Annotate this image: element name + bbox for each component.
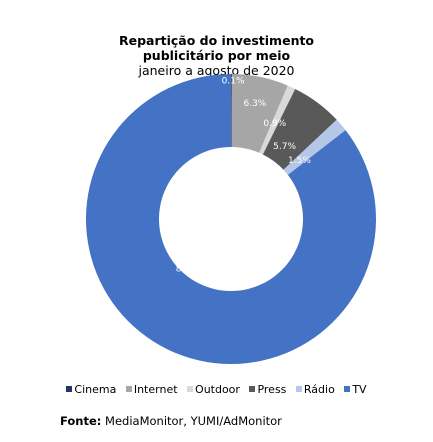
legend-item-press: Press bbox=[249, 383, 286, 396]
legend-swatch-outdoor bbox=[187, 386, 194, 392]
legend-swatch-cinema bbox=[66, 386, 73, 392]
legend-label-radio: Rádio bbox=[303, 383, 335, 396]
legend-item-tv: TV bbox=[344, 383, 367, 396]
slice-internet bbox=[231, 74, 288, 153]
slice-cinema bbox=[231, 73, 232, 147]
source-label: Fonte: bbox=[60, 414, 102, 428]
legend-label-press: Press bbox=[257, 383, 287, 396]
legend-item-outdoor: Outdoor bbox=[187, 383, 240, 396]
chart-legend: Cinema Internet Outdoor Press Rádio TV bbox=[0, 383, 433, 396]
slice-radio bbox=[283, 119, 346, 175]
data-label-radio: 1.5% bbox=[288, 156, 311, 166]
data-label-internet: 6.3% bbox=[243, 99, 266, 109]
legend-item-cinema: Cinema bbox=[66, 383, 116, 396]
legend-label-outdoor: Outdoor bbox=[195, 383, 240, 396]
chart-title-line-1: Repartição do investimento bbox=[118, 33, 315, 48]
data-label-cinema: 0.1% bbox=[222, 77, 245, 87]
legend-label-cinema: Cinema bbox=[74, 383, 117, 396]
legend-item-internet: Internet bbox=[125, 383, 178, 396]
legend-swatch-internet bbox=[125, 386, 132, 392]
legend-swatch-radio bbox=[295, 386, 302, 392]
chart-title-line-2: publicitário por meio bbox=[142, 48, 291, 63]
data-label-press: 5.7% bbox=[273, 142, 296, 152]
source-text: MediaMonitor, YUMI/AdMonitor bbox=[105, 414, 282, 428]
legend-item-radio: Rádio bbox=[295, 383, 335, 396]
slice-outdoor bbox=[259, 85, 296, 155]
source-note: Fonte: MediaMonitor, YUMI/AdMonitor bbox=[60, 414, 282, 428]
chart-title-block: Repartição do investimento publicitário … bbox=[0, 33, 433, 78]
legend-swatch-tv bbox=[344, 386, 351, 392]
slice-press bbox=[262, 88, 337, 170]
chart-subtitle: janeiro a agosto de 2020 bbox=[138, 63, 295, 78]
legend-label-internet: Internet bbox=[133, 383, 178, 396]
data-label-tv: 85.5% bbox=[176, 265, 205, 275]
slice-tv bbox=[85, 73, 376, 364]
legend-label-tv: TV bbox=[352, 383, 367, 396]
legend-swatch-press bbox=[249, 386, 256, 392]
data-label-outdoor: 0.9% bbox=[263, 119, 286, 129]
